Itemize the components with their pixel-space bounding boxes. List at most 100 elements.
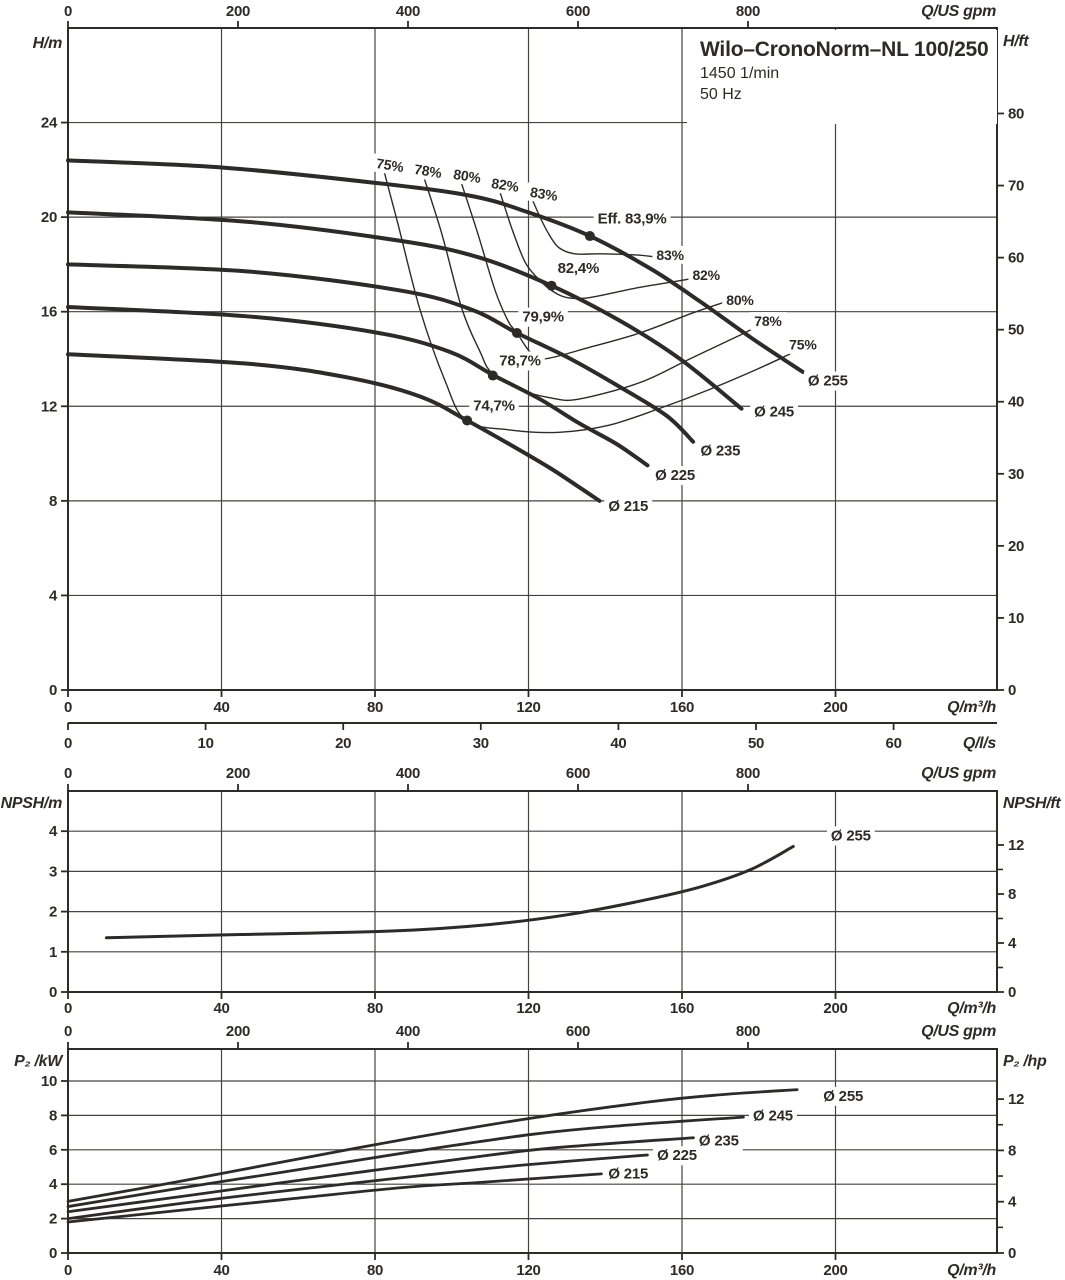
svg-text:40: 40: [610, 735, 626, 752]
svg-text:10: 10: [198, 735, 214, 752]
svg-text:160: 160: [670, 1262, 694, 1279]
svg-text:0: 0: [1008, 682, 1016, 699]
svg-text:4: 4: [49, 587, 58, 604]
svg-text:600: 600: [566, 1023, 590, 1040]
svg-text:40: 40: [213, 1262, 229, 1279]
svg-text:70: 70: [1008, 178, 1024, 195]
svg-text:200: 200: [226, 765, 250, 782]
svg-text:10: 10: [1008, 610, 1024, 627]
title-box: Wilo–CronoNorm–NL 100/250 1450 1/min 50 …: [687, 30, 997, 124]
svg-text:0: 0: [64, 3, 72, 20]
svg-text:82,4%: 82,4%: [558, 260, 600, 277]
svg-text:79,9%: 79,9%: [522, 309, 564, 326]
svg-text:Q/US gpm: Q/US gpm: [921, 765, 996, 782]
svg-text:600: 600: [566, 765, 590, 782]
svg-text:82%: 82%: [490, 175, 520, 195]
svg-text:0: 0: [49, 682, 57, 699]
svg-text:Ø 245: Ø 245: [753, 1108, 793, 1125]
svg-text:4: 4: [49, 823, 58, 840]
svg-text:Eff. 83,9%: Eff. 83,9%: [598, 211, 667, 228]
svg-text:16: 16: [41, 304, 57, 321]
svg-text:4: 4: [1008, 1194, 1017, 1211]
svg-text:80: 80: [367, 699, 383, 716]
svg-text:160: 160: [670, 1000, 694, 1017]
svg-text:400: 400: [396, 765, 420, 782]
svg-text:3: 3: [49, 863, 57, 880]
svg-text:20: 20: [335, 735, 351, 752]
svg-text:50: 50: [1008, 322, 1024, 339]
svg-text:200: 200: [823, 1000, 847, 1017]
svg-text:800: 800: [736, 3, 760, 20]
svg-text:Q/l/s: Q/l/s: [963, 735, 997, 752]
svg-text:200: 200: [823, 699, 847, 716]
svg-text:160: 160: [670, 699, 694, 716]
svg-text:NPSH/ft: NPSH/ft: [1003, 795, 1061, 812]
svg-text:20: 20: [1008, 538, 1024, 555]
svg-text:0: 0: [64, 1000, 72, 1017]
svg-text:Q/US gpm: Q/US gpm: [921, 1023, 996, 1040]
svg-text:120: 120: [516, 699, 540, 716]
svg-text:80: 80: [367, 1262, 383, 1279]
svg-text:12: 12: [1008, 1091, 1024, 1108]
svg-text:12: 12: [1008, 837, 1024, 854]
svg-text:80%: 80%: [452, 166, 482, 186]
svg-text:200: 200: [823, 1262, 847, 1279]
svg-text:Ø 215: Ø 215: [608, 1165, 648, 1182]
svg-text:60: 60: [1008, 250, 1024, 267]
svg-text:6: 6: [49, 1142, 57, 1159]
svg-text:12: 12: [41, 398, 57, 415]
svg-text:82%: 82%: [692, 267, 720, 283]
svg-text:0: 0: [64, 1262, 72, 1279]
svg-text:H/ft: H/ft: [1003, 33, 1029, 50]
svg-text:P₂ /hp: P₂ /hp: [1003, 1053, 1047, 1070]
svg-text:8: 8: [49, 1107, 57, 1124]
svg-text:0: 0: [49, 1245, 57, 1262]
svg-text:75%: 75%: [789, 337, 817, 353]
svg-text:Ø 245: Ø 245: [754, 403, 794, 420]
svg-text:Ø 255: Ø 255: [808, 373, 848, 390]
svg-text:600: 600: [566, 3, 590, 20]
svg-text:H/m: H/m: [33, 35, 62, 52]
pump-frequency: 50 Hz: [700, 86, 742, 103]
svg-text:Ø 215: Ø 215: [608, 498, 648, 515]
svg-text:Ø 235: Ø 235: [700, 442, 740, 459]
svg-text:Q/m³/h: Q/m³/h: [947, 1262, 996, 1279]
svg-text:Ø 235: Ø 235: [699, 1133, 739, 1150]
svg-text:1: 1: [49, 944, 57, 961]
svg-text:0: 0: [49, 984, 57, 1001]
svg-text:0: 0: [64, 1023, 72, 1040]
svg-text:P₂ /kW: P₂ /kW: [14, 1053, 64, 1070]
svg-text:50: 50: [748, 735, 764, 752]
svg-text:2: 2: [49, 1211, 57, 1228]
svg-text:8: 8: [1008, 886, 1016, 903]
svg-text:60: 60: [886, 735, 902, 752]
svg-text:Ø 255: Ø 255: [831, 827, 871, 844]
svg-text:78%: 78%: [413, 161, 443, 181]
svg-text:Q/m³/h: Q/m³/h: [947, 1000, 996, 1017]
svg-text:Q/m³/h: Q/m³/h: [947, 699, 996, 716]
svg-text:4: 4: [49, 1176, 58, 1193]
svg-text:2: 2: [49, 904, 57, 921]
svg-text:200: 200: [226, 3, 250, 20]
svg-text:0: 0: [1008, 1245, 1016, 1262]
svg-text:80: 80: [367, 1000, 383, 1017]
svg-text:80%: 80%: [726, 292, 754, 308]
svg-text:Ø 255: Ø 255: [823, 1088, 863, 1105]
svg-text:Ø 225: Ø 225: [657, 1147, 697, 1164]
svg-text:800: 800: [736, 765, 760, 782]
svg-text:40: 40: [1008, 394, 1024, 411]
svg-text:120: 120: [516, 1000, 540, 1017]
svg-text:4: 4: [1008, 935, 1017, 952]
svg-text:40: 40: [213, 699, 229, 716]
svg-text:NPSH/m: NPSH/m: [1, 795, 62, 812]
svg-text:30: 30: [1008, 466, 1024, 483]
svg-text:0: 0: [64, 765, 72, 782]
svg-text:800: 800: [736, 1023, 760, 1040]
svg-text:30: 30: [473, 735, 489, 752]
svg-text:80: 80: [1008, 105, 1024, 122]
svg-text:200: 200: [226, 1023, 250, 1040]
svg-text:40: 40: [213, 1000, 229, 1017]
svg-text:75%: 75%: [375, 155, 405, 175]
pump-speed: 1450 1/min: [700, 65, 780, 82]
